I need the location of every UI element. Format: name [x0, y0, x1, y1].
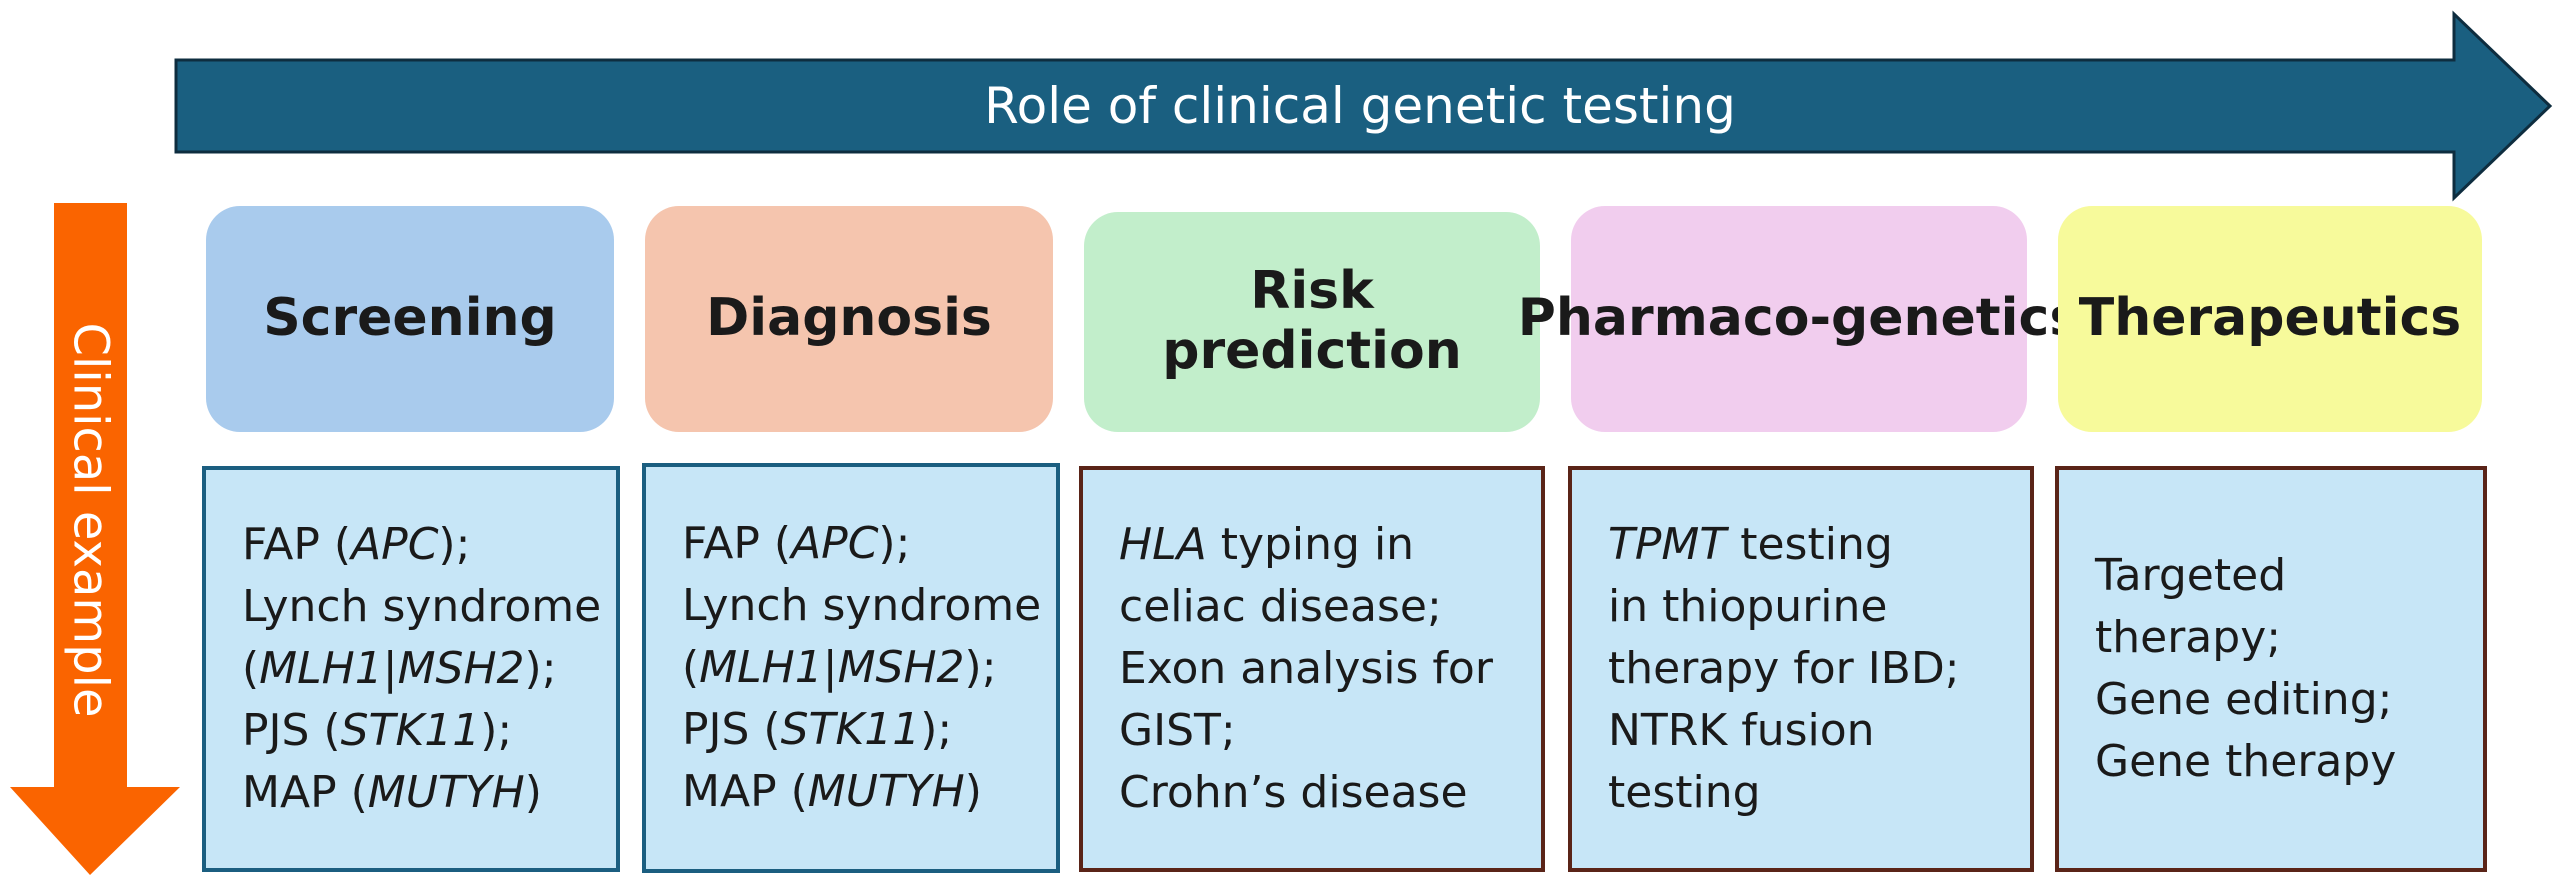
- example-text: testing: [1608, 767, 1761, 818]
- example-text: Exon analysis for: [1119, 643, 1493, 694]
- category-header-text: genetics: [1831, 288, 2081, 349]
- example-list: HLA typing in celiac disease; Exon analysi…: [1119, 514, 1493, 824]
- example-line: TPMT testing: [1608, 514, 1960, 576]
- example-text: FAP (: [682, 518, 792, 569]
- gene-name: MLH1: [259, 643, 383, 694]
- example-text: MAP (: [242, 767, 368, 818]
- example-text: NTRK fusion: [1608, 705, 1875, 756]
- example-line: PJS (STK11);: [242, 700, 601, 762]
- category-header-text: Pharmaco-: [1517, 288, 1832, 349]
- example-text: );: [438, 519, 471, 570]
- example-text: therapy for IBD;: [1608, 643, 1960, 694]
- example-line: MAP (MUTYH): [682, 761, 1041, 823]
- example-text: in thiopurine: [1608, 581, 1888, 632]
- clinical-example-arrow: [10, 203, 180, 875]
- example-line: GIST;: [1119, 700, 1493, 762]
- category-header-4: Therapeutics: [2058, 206, 2482, 432]
- example-list: TPMT testing in thiopurine therapy for IBD…: [1608, 514, 1960, 824]
- example-text: GIST;: [1119, 705, 1236, 756]
- example-line: Lynch syndrome: [242, 576, 601, 638]
- example-text: (: [242, 643, 260, 694]
- gene-name: STK11: [780, 704, 921, 755]
- example-line: therapy for IBD;: [1608, 638, 1960, 700]
- example-text: testing: [1726, 519, 1893, 570]
- example-text: );: [878, 518, 911, 569]
- example-line: (MLH1|MSH2);: [682, 637, 1041, 699]
- role-of-clinical-genetic-testing-label: Role of clinical genetic testing: [984, 77, 1736, 135]
- example-line: Crohn’s disease: [1119, 762, 1493, 824]
- example-text: Targeted: [2095, 550, 2287, 601]
- example-text: Gene editing;: [2095, 674, 2393, 725]
- example-line: Targeted: [2095, 545, 2396, 607]
- example-text: |: [822, 642, 838, 693]
- gene-name: APC: [791, 518, 879, 569]
- clinical-example-card-1: FAP (APC); Lynch syndrome (MLH1|MSH2); PJS …: [642, 463, 1060, 873]
- clinical-example-card-3: TPMT testing in thiopurine therapy for IBD…: [1568, 466, 2034, 872]
- category-header-text: Therapeutics: [2078, 288, 2462, 349]
- category-header-text: Diagnosis: [706, 288, 992, 349]
- clinical-example-card-0: FAP (APC); Lynch syndrome (MLH1|MSH2); PJS …: [202, 466, 620, 872]
- example-text: FAP (: [242, 519, 352, 570]
- example-text: Lynch syndrome: [682, 580, 1042, 631]
- example-text: );: [480, 705, 513, 756]
- example-line: Gene therapy: [2095, 731, 2396, 793]
- example-line: (MLH1|MSH2);: [242, 638, 601, 700]
- example-text: Gene therapy: [2095, 736, 2397, 787]
- gene-name: MLH1: [699, 642, 823, 693]
- example-text: PJS (: [682, 704, 781, 755]
- gene-name: MUTYH: [807, 766, 965, 817]
- category-header-text: Screening: [263, 288, 557, 349]
- category-header-text: Risk prediction: [1162, 261, 1462, 381]
- example-line: MAP (MUTYH): [242, 762, 601, 824]
- example-text: celiac disease;: [1119, 581, 1442, 632]
- gene-name: APC: [351, 519, 439, 570]
- example-text: );: [524, 643, 557, 694]
- example-line: FAP (APC);: [242, 514, 601, 576]
- gene-name: TPMT: [1608, 519, 1727, 570]
- example-text: PJS (: [242, 705, 341, 756]
- clinical-example-card-4: Targeted therapy; Gene editing; Gene therap…: [2055, 466, 2487, 872]
- gene-name: MUTYH: [367, 767, 525, 818]
- example-text: ): [524, 767, 542, 818]
- gene-name: MSH2: [397, 643, 525, 694]
- category-header-3: Pharmaco-genetics: [1518, 206, 2080, 432]
- example-text: );: [964, 642, 997, 693]
- example-text: typing in: [1206, 519, 1415, 570]
- example-line: in thiopurine: [1608, 576, 1960, 638]
- example-line: therapy;: [2095, 607, 2396, 669]
- example-line: celiac disease;: [1119, 576, 1493, 638]
- clinical-example-label: Clinical example: [20, 300, 160, 740]
- example-line: Exon analysis for: [1119, 638, 1493, 700]
- example-line: FAP (APC);: [682, 513, 1041, 575]
- role-arrow: [174, 10, 2553, 202]
- gene-name: MSH2: [837, 642, 965, 693]
- gene-name: STK11: [340, 705, 481, 756]
- example-list: FAP (APC); Lynch syndrome (MLH1|MSH2); PJS …: [682, 513, 1041, 823]
- example-text: ): [964, 766, 982, 817]
- category-header-1: Diagnosis: [645, 206, 1053, 432]
- example-line: NTRK fusion: [1608, 700, 1960, 762]
- example-text: );: [920, 704, 953, 755]
- example-text: Lynch syndrome: [242, 581, 602, 632]
- example-text: therapy;: [2095, 612, 2282, 663]
- example-list: Targeted therapy; Gene editing; Gene therap…: [2095, 545, 2396, 793]
- gene-name: HLA: [1119, 519, 1207, 570]
- example-text: Crohn’s disease: [1119, 767, 1468, 818]
- example-text: MAP (: [682, 766, 808, 817]
- example-line: Gene editing;: [2095, 669, 2396, 731]
- example-text: (: [682, 642, 700, 693]
- category-header-2: Risk prediction: [1084, 212, 1540, 432]
- example-line: testing: [1608, 762, 1960, 824]
- example-text: |: [382, 643, 398, 694]
- category-header-0: Screening: [206, 206, 614, 432]
- example-line: Lynch syndrome: [682, 575, 1041, 637]
- example-line: PJS (STK11);: [682, 699, 1041, 761]
- example-line: HLA typing in: [1119, 514, 1493, 576]
- clinical-example-card-2: HLA typing in celiac disease; Exon analysi…: [1079, 466, 1545, 872]
- example-list: FAP (APC); Lynch syndrome (MLH1|MSH2); PJS …: [242, 514, 601, 824]
- clinical-example-text: Clinical example: [62, 322, 119, 718]
